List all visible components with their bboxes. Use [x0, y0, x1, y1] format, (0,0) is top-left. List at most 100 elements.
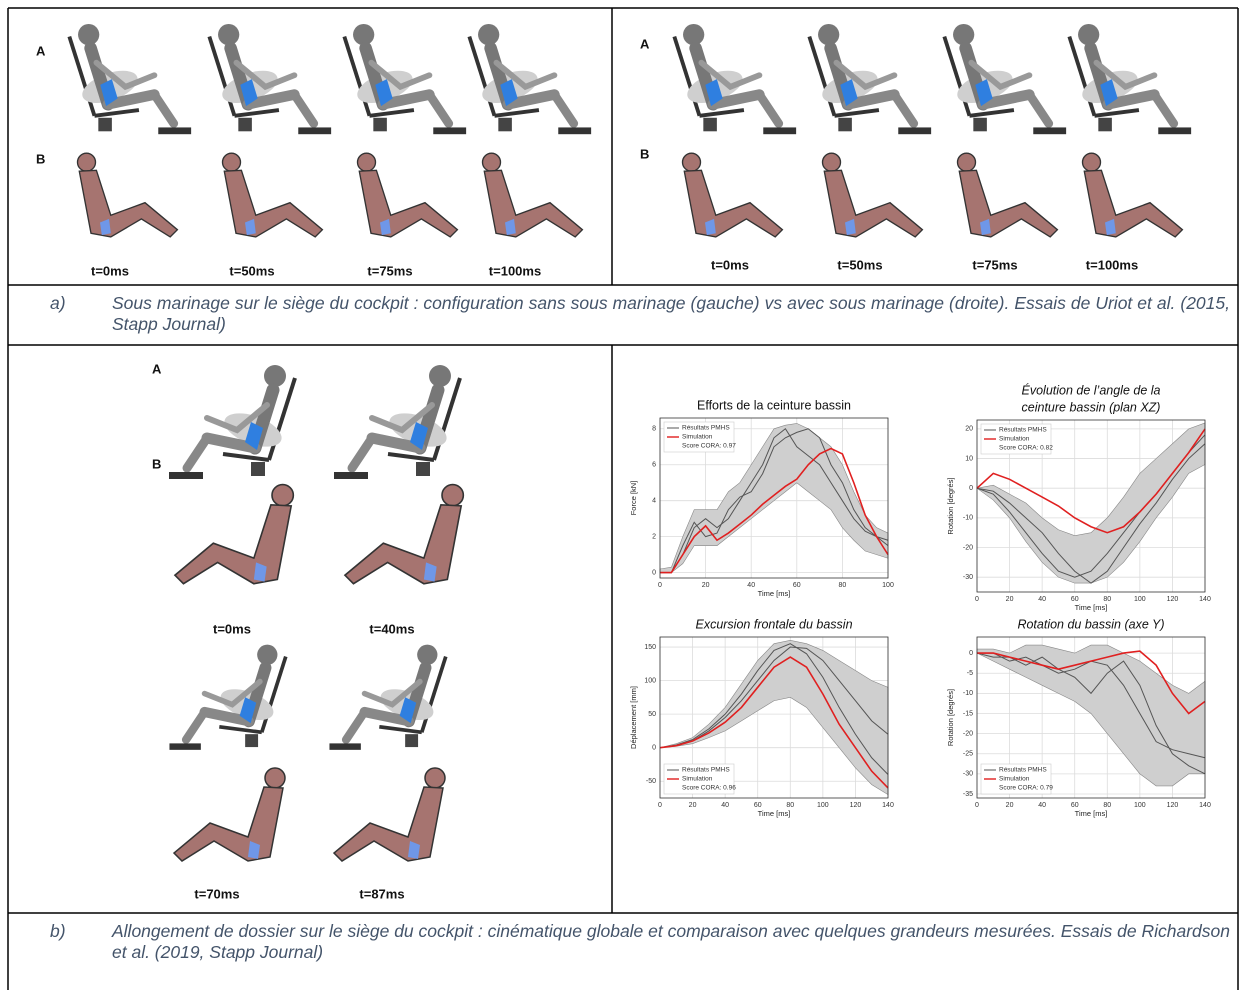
- legend-score: Score CORA: 0.82: [999, 445, 1053, 452]
- y-axis-label: Déplacement [mm]: [629, 686, 638, 749]
- y-tick-label: -20: [963, 544, 973, 551]
- x-axis-label: Time [ms]: [1075, 603, 1108, 612]
- x-tick-label: 20: [1006, 596, 1014, 603]
- x-tick-label: 20: [702, 582, 710, 589]
- row-label: B: [152, 456, 161, 471]
- x-tick-label: 80: [786, 802, 794, 809]
- y-axis-label: Rotation [degrés]: [946, 689, 955, 746]
- x-tick-label: 120: [1167, 596, 1179, 603]
- x-tick-label: 100: [882, 582, 894, 589]
- time-label: t=50ms: [229, 263, 274, 278]
- x-tick-label: 60: [1071, 802, 1079, 809]
- chart-title: Excursion frontale du bassin: [695, 617, 852, 631]
- y-tick-label: 0: [969, 650, 973, 657]
- x-tick-label: 100: [1134, 596, 1146, 603]
- row-label: A: [640, 36, 650, 51]
- time-label: t=40ms: [369, 621, 414, 636]
- row-label: A: [36, 43, 46, 58]
- caption-marker: a): [50, 293, 66, 314]
- y-tick-label: -20: [963, 730, 973, 737]
- time-label: t=0ms: [711, 257, 749, 272]
- legend-score: Score CORA: 0.79: [999, 785, 1053, 792]
- x-tick-label: 140: [1199, 596, 1211, 603]
- y-tick-label: -10: [963, 690, 973, 697]
- time-label: t=75ms: [972, 257, 1017, 272]
- chart-title: Efforts de la ceinture bassin: [697, 398, 851, 412]
- x-tick-label: 80: [839, 582, 847, 589]
- x-tick-label: 20: [689, 802, 697, 809]
- y-tick-label: -35: [963, 791, 973, 798]
- x-tick-label: 60: [754, 802, 762, 809]
- x-axis-label: Time [ms]: [758, 589, 791, 598]
- x-tick-label: 100: [817, 802, 829, 809]
- legend-label: Résultats PMHS: [682, 425, 730, 432]
- y-tick-label: 150: [644, 644, 656, 651]
- row-label: B: [640, 146, 649, 161]
- y-tick-label: -25: [963, 751, 973, 758]
- time-label: t=100ms: [1086, 257, 1138, 272]
- caption: Allongement de dossier sur le siège du c…: [112, 921, 1230, 963]
- chart-title: Rotation du bassin (axe Y): [1017, 617, 1164, 631]
- y-tick-label: 6: [652, 462, 656, 469]
- x-tick-label: 0: [975, 596, 979, 603]
- x-tick-label: 120: [1167, 802, 1179, 809]
- x-tick-label: 60: [1071, 596, 1079, 603]
- row-label: A: [152, 361, 162, 376]
- row-label: B: [36, 151, 45, 166]
- y-tick-label: 8: [652, 426, 656, 433]
- y-tick-label: -10: [963, 515, 973, 522]
- x-axis-label: Time [ms]: [758, 809, 791, 818]
- time-label: t=100ms: [489, 263, 541, 278]
- y-tick-label: -30: [963, 574, 973, 581]
- legend-label: Résultats PMHS: [999, 767, 1047, 774]
- time-label: t=0ms: [213, 621, 251, 636]
- legend-label: Simulation: [999, 776, 1030, 783]
- x-tick-label: 80: [1103, 802, 1111, 809]
- x-tick-label: 20: [1006, 802, 1014, 809]
- y-tick-label: 50: [648, 711, 656, 718]
- y-axis-label: Force [kN]: [629, 481, 638, 516]
- legend-label: Simulation: [999, 436, 1030, 443]
- x-tick-label: 0: [658, 582, 662, 589]
- x-tick-label: 0: [658, 802, 662, 809]
- caption-marker: b): [50, 921, 66, 942]
- x-tick-label: 40: [747, 582, 755, 589]
- time-label: t=0ms: [91, 263, 129, 278]
- x-tick-label: 40: [721, 802, 729, 809]
- figure-table: A B t=0ms t=50ms t=75ms t=100ms A B t=0m…: [0, 0, 1244, 990]
- time-label: t=87ms: [359, 886, 404, 901]
- x-tick-label: 60: [793, 582, 801, 589]
- legend-label: Simulation: [682, 434, 713, 441]
- legend-label: Résultats PMHS: [682, 767, 730, 774]
- legend-score: Score CORA: 0.97: [682, 443, 736, 450]
- y-tick-label: 20: [965, 426, 973, 433]
- time-label: t=50ms: [837, 257, 882, 272]
- time-label: t=70ms: [194, 886, 239, 901]
- y-tick-label: 0: [969, 485, 973, 492]
- chart-title: ceinture bassin (plan XZ): [1022, 400, 1161, 414]
- y-tick-label: 100: [644, 677, 656, 684]
- y-tick-label: 10: [965, 455, 973, 462]
- x-tick-label: 0: [975, 802, 979, 809]
- y-tick-label: 0: [652, 745, 656, 752]
- x-tick-label: 120: [850, 802, 862, 809]
- y-axis-label: Rotation [degrés]: [946, 477, 955, 534]
- y-tick-label: 2: [652, 533, 656, 540]
- y-tick-label: -5: [967, 670, 973, 677]
- x-tick-label: 40: [1038, 802, 1046, 809]
- page: A B t=0ms t=50ms t=75ms t=100ms A B t=0m…: [0, 0, 1244, 990]
- x-tick-label: 140: [1199, 802, 1211, 809]
- x-axis-label: Time [ms]: [1075, 809, 1108, 818]
- legend-label: Résultats PMHS: [999, 427, 1047, 434]
- x-tick-label: 40: [1038, 596, 1046, 603]
- caption: Sous marinage sur le siège du cockpit : …: [112, 293, 1230, 335]
- x-tick-label: 140: [882, 802, 894, 809]
- x-tick-label: 80: [1103, 596, 1111, 603]
- y-tick-label: -50: [646, 778, 656, 785]
- y-tick-label: -15: [963, 710, 973, 717]
- legend-label: Simulation: [682, 776, 713, 783]
- chart-title: Évolution de l’angle de la: [1022, 382, 1161, 397]
- y-tick-label: -30: [963, 771, 973, 778]
- x-tick-label: 100: [1134, 802, 1146, 809]
